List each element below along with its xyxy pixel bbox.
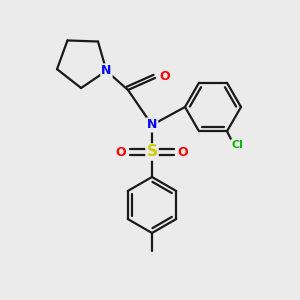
Text: N: N [147, 118, 157, 131]
Text: Cl: Cl [231, 140, 243, 150]
Text: O: O [178, 146, 188, 158]
Text: N: N [101, 64, 112, 77]
Text: O: O [160, 70, 170, 83]
Text: O: O [116, 146, 126, 158]
Text: S: S [146, 145, 158, 160]
